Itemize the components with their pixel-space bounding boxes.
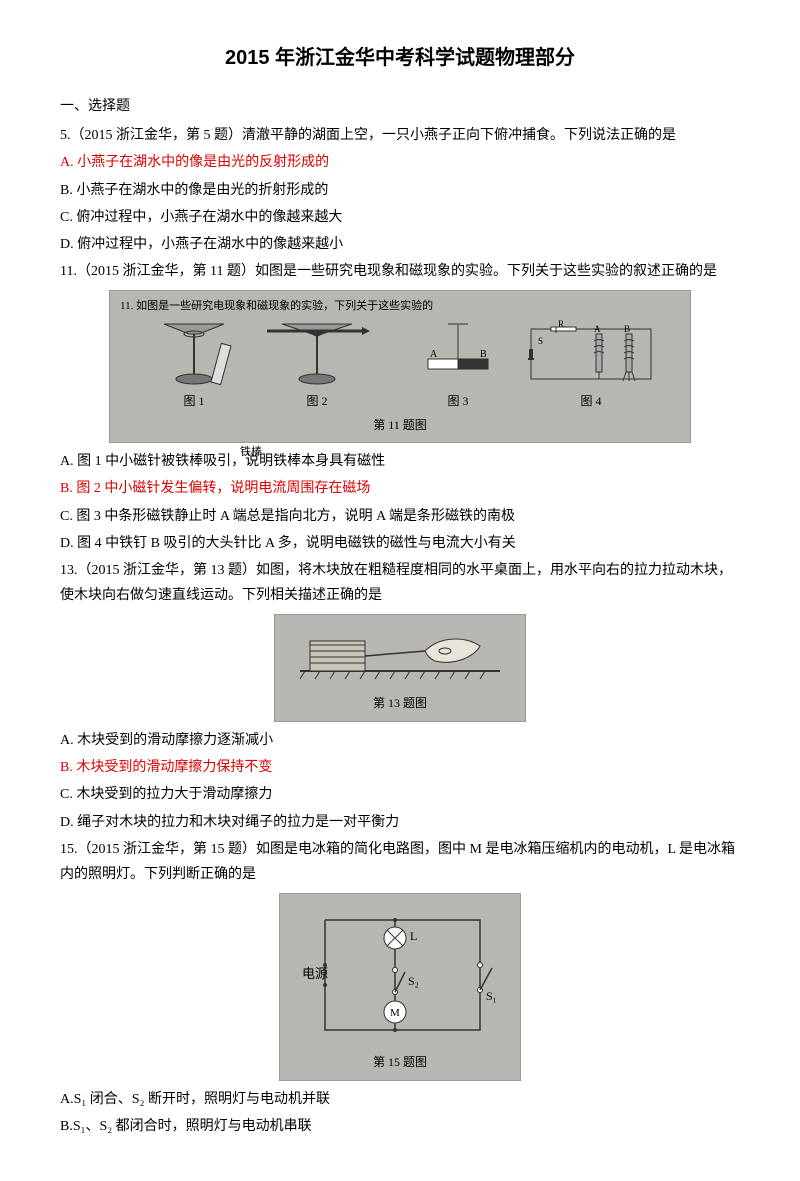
q11-option-a: A. 图 1 中小磁针被铁棒吸引，说明铁棒本身具有磁性 xyxy=(60,449,740,474)
q5-option-b: B. 小燕子在湖水中的像是由光的折射形成的 xyxy=(60,178,740,203)
q11-panel-2: 图 2 xyxy=(262,319,372,413)
q11-panel-1-label: 图 1 xyxy=(183,391,204,413)
q11-panel-4: R S A B xyxy=(526,319,656,413)
svg-text:A: A xyxy=(594,324,601,334)
q15-caption: 第 15 题图 xyxy=(373,1052,427,1074)
q5-option-d: D. 俯冲过程中，小燕子在湖水中的像越来越小 xyxy=(60,232,740,257)
electromagnet-icon: R S A B xyxy=(526,319,656,389)
q15-option-a: A.S₁ 闭合、S₂ 断开时，照明灯与电动机并联 xyxy=(60,1087,740,1112)
q13-option-a: A. 木块受到的滑动摩擦力逐渐减小 xyxy=(60,728,740,753)
q13-stem: 13.（2015 浙江金华，第 13 题）如图，将木块放在粗糙程度相同的水平桌面… xyxy=(60,558,740,608)
q11-panel-3: A B 图 3 xyxy=(408,319,508,413)
q11-caption: 第 11 题图 xyxy=(373,415,427,437)
q11-option-b: B. 图 2 中小磁针发生偏转，说明电流周围存在磁场 xyxy=(60,476,740,501)
svg-text:A: A xyxy=(430,349,438,360)
q11-panel-3-label: 图 3 xyxy=(447,391,468,413)
q5-option-a: A. 小燕子在湖水中的像是由光的反射形成的 xyxy=(60,150,740,175)
bar-magnet-icon: A B xyxy=(408,319,508,389)
svg-text:S₁: S₁ xyxy=(486,989,497,1003)
q5-stem: 5.（2015 浙江金华，第 5 题）清澈平静的湖面上空，一只小燕子正向下俯冲捕… xyxy=(60,123,740,148)
svg-text:S₂: S₂ xyxy=(408,974,419,988)
q5-option-c: C. 俯冲过程中，小燕子在湖水中的像越来越大 xyxy=(60,205,740,230)
q11-fig-header: 11. 如图是一些研究电现象和磁现象的实验，下列关于这些实验的 xyxy=(120,297,433,317)
svg-text:S: S xyxy=(538,336,543,346)
circuit-icon: 电源 L S₂ M S₁ xyxy=(300,900,500,1050)
q13-option-c: C. 木块受到的拉力大于滑动摩擦力 xyxy=(60,782,740,807)
q11-option-c: C. 图 3 中条形磁铁静止时 A 端总是指向北方，说明 A 端是条形磁铁的南极 xyxy=(60,504,740,529)
section-heading: 一、选择题 xyxy=(60,94,740,119)
svg-text:L: L xyxy=(410,929,417,943)
q11-option-d: D. 图 4 中铁钉 B 吸引的大头针比 A 多，说明电磁铁的磁性与电流大小有关 xyxy=(60,531,740,556)
svg-text:M: M xyxy=(390,1007,400,1019)
q15-figure: 电源 L S₂ M S₁ 第 15 题图 xyxy=(60,893,740,1081)
q13-option-b: B. 木块受到的滑动摩擦力保持不变 xyxy=(60,755,740,780)
q11-panel-1: 图 1 xyxy=(144,319,244,413)
block-pull-icon xyxy=(295,621,505,691)
power-label: 电源 xyxy=(302,966,328,981)
q13-caption: 第 13 题图 xyxy=(373,693,427,715)
q13-figure: 第 13 题图 xyxy=(60,614,740,722)
page-title: 2015 年浙江金华中考科学试题物理部分 xyxy=(60,40,740,76)
svg-text:B: B xyxy=(480,349,487,360)
q15-stem: 15.（2015 浙江金华，第 15 题）如图是电冰箱的简化电路图，图中 M 是… xyxy=(60,837,740,887)
q11-panel-2-label: 图 2 xyxy=(306,391,327,413)
q13-option-d: D. 绳子对木块的拉力和木块对绳子的拉力是一对平衡力 xyxy=(60,810,740,835)
q11-stem: 11.（2015 浙江金华，第 11 题）如图是一些研究电现象和磁现象的实验。下… xyxy=(60,259,740,284)
iron-label: 铁棒 xyxy=(240,443,262,463)
current-compass-icon xyxy=(262,319,372,389)
q11-panel-4-label: 图 4 xyxy=(580,391,601,413)
svg-text:B: B xyxy=(624,324,630,334)
q11-figure: 11. 如图是一些研究电现象和磁现象的实验，下列关于这些实验的 图 1 xyxy=(60,290,740,443)
compass-iron-icon xyxy=(144,319,244,389)
q15-option-b: B.S₁、S₂ 都闭合时，照明灯与电动机串联 xyxy=(60,1114,740,1139)
